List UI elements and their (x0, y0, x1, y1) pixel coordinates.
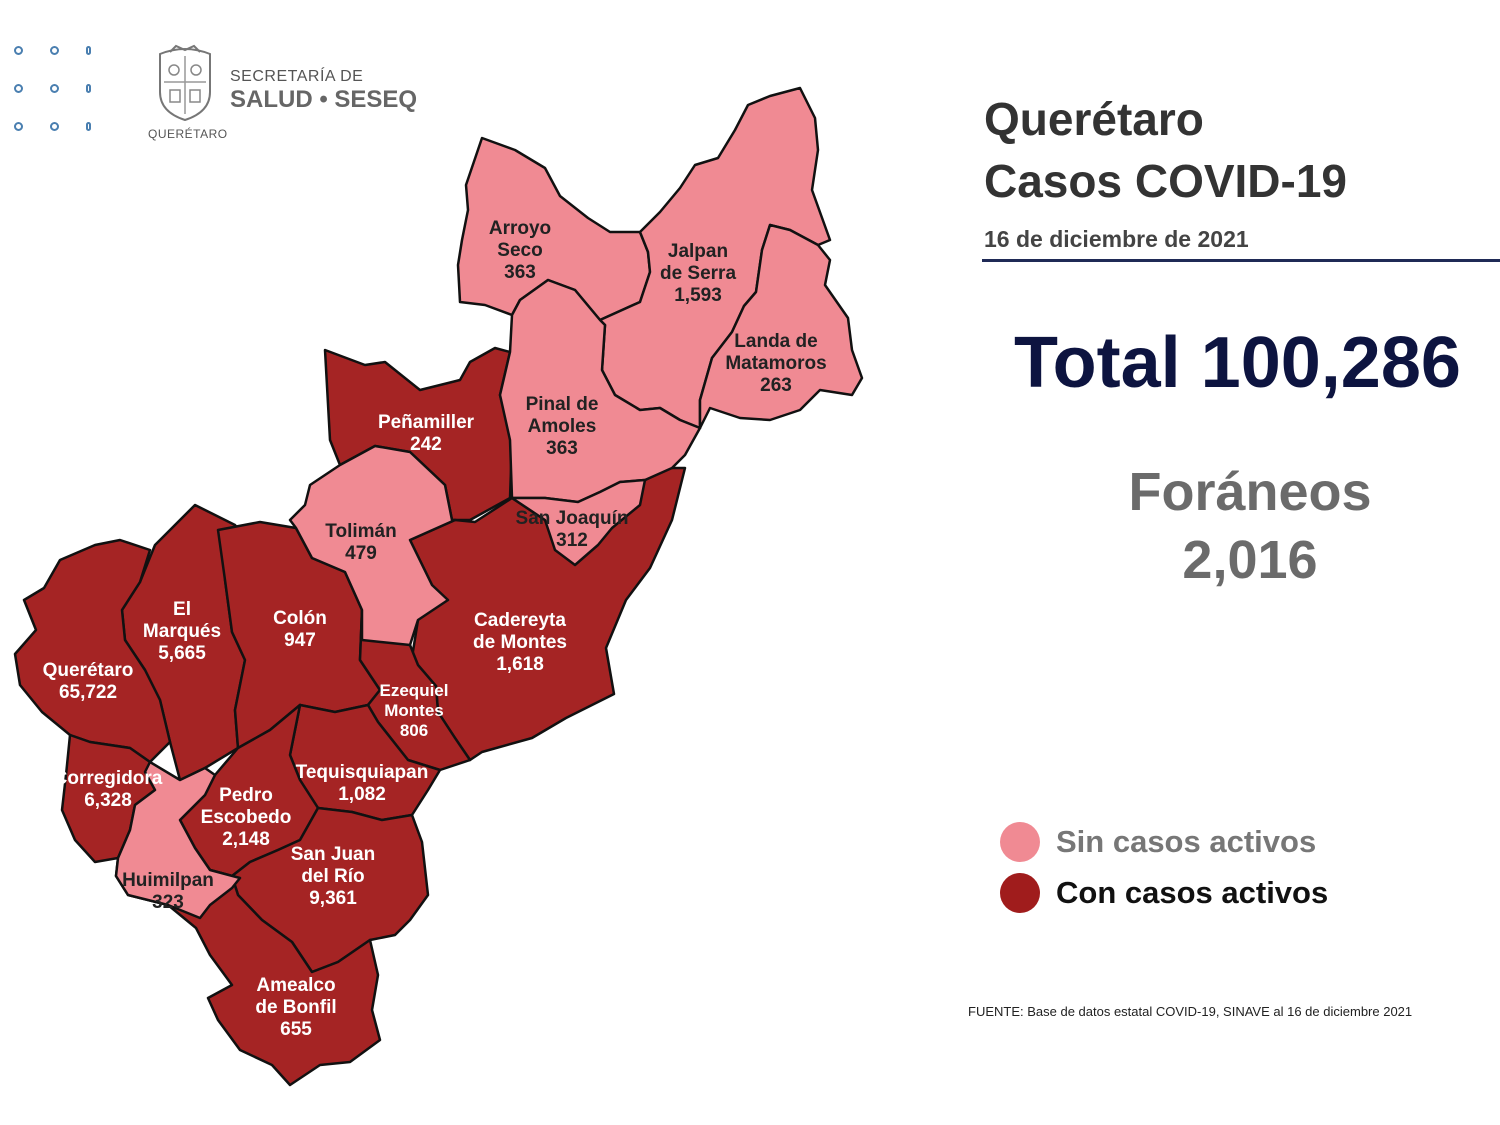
region-huimilpan (114, 760, 242, 920)
legend-label-active: Con casos activos (1056, 875, 1329, 910)
label-pedro-escobedo: Pedro Escobedo 2,148 (201, 785, 292, 850)
report-date: 16 de diciembre de 2021 (984, 226, 1249, 252)
region-ezequiel (358, 608, 472, 772)
label-toliman: Tolimán 479 (325, 521, 396, 564)
label-arroyo-seco: Arroyo Seco 363 (489, 218, 551, 283)
label-landa: Landa de Matamoros 263 (725, 331, 826, 396)
agency-name-top: SECRETARÍA DE (230, 68, 364, 85)
label-pinal: Pinal de Amoles 363 (526, 394, 599, 459)
foraneos-value: 2,016 (1182, 530, 1318, 590)
foraneos-block: Foráneos 2,016 (1100, 458, 1400, 594)
label-ezequiel: Ezequiel Montes 806 (380, 681, 449, 740)
label-queretaro: Querétaro 65,722 (43, 660, 134, 703)
region-san-joaquin (510, 478, 647, 567)
label-huimilpan: Huimilpan 323 (122, 870, 214, 913)
legend-active: Con casos activos (1000, 873, 1328, 913)
label-san-joaquin: San Joaquín 312 (516, 508, 629, 551)
foraneos-label: Foráneos (1128, 462, 1372, 522)
region-queretaro (13, 538, 172, 764)
label-amealco: Amealco de Bonfil 655 (255, 975, 336, 1040)
legend-label-no-active: Sin casos activos (1056, 824, 1317, 859)
region-toliman (288, 444, 457, 647)
total-cases: Total 100,286 (1014, 323, 1461, 403)
agency-name-bottom: SALUD • SESEQ (230, 86, 418, 113)
label-el-marques: El Marqués 5,665 (143, 599, 221, 664)
queretaro-map: Arroyo Seco 363 Jalpan de Serra 1,593 Landa … (13, 86, 864, 1087)
label-san-juan: San Juan del Río 9,361 (291, 844, 375, 909)
page-title: Querétaro Casos COVID-19 (984, 88, 1347, 212)
title-line-1: Querétaro (984, 93, 1204, 145)
label-tequisquiapan: Tequisquiapan 1,082 (296, 762, 429, 805)
legend-dot-active (1000, 873, 1040, 913)
label-cadereyta: Cadereyta de Montes 1,618 (473, 610, 567, 675)
label-corregidora: Corregidora 6,328 (54, 768, 163, 811)
state-crest-icon (159, 44, 211, 122)
title-divider (982, 259, 1500, 262)
legend-dot-no-active (1000, 822, 1040, 862)
title-line-2: Casos COVID-19 (984, 155, 1348, 207)
crest-caption: QUERÉTARO (148, 127, 228, 141)
label-penamiller: Peñamiller 242 (378, 412, 475, 455)
legend-no-active: Sin casos activos (1000, 822, 1316, 862)
label-jalpan: Jalpan de Serra 1,593 (660, 241, 736, 306)
region-pinal (498, 278, 702, 504)
source-note: FUENTE: Base de datos estatal COVID-19, … (968, 1004, 1413, 1019)
label-colon: Colón 947 (273, 608, 327, 651)
region-landa (698, 223, 864, 430)
